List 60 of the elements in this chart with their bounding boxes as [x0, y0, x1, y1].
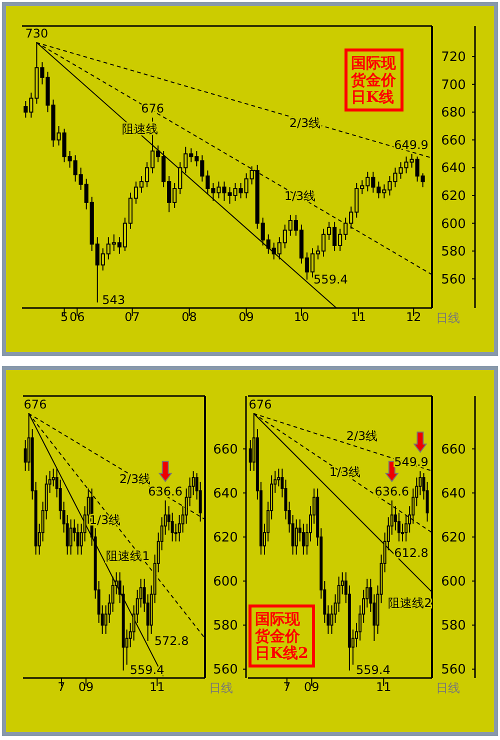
series-label: 阻速线1: [106, 549, 150, 563]
text: 国际现货金价日K线: [350, 54, 397, 106]
x-axis-title: 日线: [436, 311, 460, 325]
series-label: 2/3线: [119, 472, 151, 486]
annotation: 612.8: [394, 546, 428, 560]
y-tick-label: 560: [441, 272, 466, 288]
x-tick-label: 7: [283, 680, 291, 694]
series-label: 1/3线: [284, 189, 316, 203]
x-tick-label: 09: [78, 680, 94, 694]
annotation: 636.6: [374, 484, 410, 498]
x-tick-label: 11: [150, 680, 165, 694]
y-tick-label: 580: [441, 618, 466, 634]
x-axis-title: 日线: [209, 681, 233, 695]
x-tick-label: 5: [60, 310, 68, 324]
x-tick-label: 10: [294, 310, 310, 324]
series-label: 阻速线2: [388, 596, 432, 610]
y-tick-label: 620: [441, 188, 466, 204]
x-tick-label: 09: [304, 680, 320, 694]
x-tick-label: 09: [238, 310, 254, 324]
y-tick-label: 560: [213, 662, 238, 678]
annotation: 559.4: [314, 272, 348, 287]
y-tick-label: 600: [441, 216, 466, 232]
y-tick-label: 580: [441, 244, 466, 260]
annotation: 676: [248, 398, 272, 412]
series-label: 2/3线: [346, 429, 378, 443]
annotation: 543: [102, 293, 126, 307]
y-tick-label: 720: [441, 50, 466, 66]
x-axis-title: 日线: [436, 681, 460, 695]
x-tick-label: 11: [350, 310, 366, 324]
series-label: 1/3线: [329, 465, 361, 479]
y-tick-label: 660: [441, 442, 466, 458]
series-label: 2/3线: [289, 116, 321, 130]
annotation: 730: [25, 26, 48, 41]
annotation: 572.8: [154, 634, 189, 648]
text: 国际现货金价日K线2: [254, 610, 308, 662]
annotation: 676: [141, 102, 164, 116]
annotation: 636.6: [148, 484, 183, 498]
y-tick-label: 660: [441, 133, 466, 148]
y-tick-label: 600: [441, 574, 466, 590]
y-tick-label: 640: [441, 486, 466, 502]
x-tick-label: 08: [182, 310, 197, 324]
y-tick-label: 700: [441, 78, 466, 93]
x-tick-label: 07: [124, 310, 140, 324]
x-tick-label: 11: [376, 680, 392, 694]
y-tick-label: 600: [213, 574, 238, 590]
y-tick-label: 660: [213, 442, 238, 458]
y-tick-label: 640: [441, 161, 466, 176]
y-tick-label: 640: [213, 486, 238, 502]
annotation: 549.9: [394, 455, 428, 470]
y-tick-label: 560: [441, 662, 466, 678]
annotation: 649.9: [394, 138, 428, 152]
y-tick-label: 680: [441, 106, 466, 121]
annotation: 676: [24, 398, 47, 412]
x-tick-label: 12: [406, 310, 422, 324]
y-tick-label: 620: [441, 530, 466, 546]
x-tick-label: 06: [70, 310, 85, 324]
x-tick-label: 7: [58, 680, 66, 694]
y-tick-label: 620: [213, 530, 238, 546]
annotation: 559.4: [356, 663, 390, 677]
y-tick-label: 580: [213, 618, 238, 634]
